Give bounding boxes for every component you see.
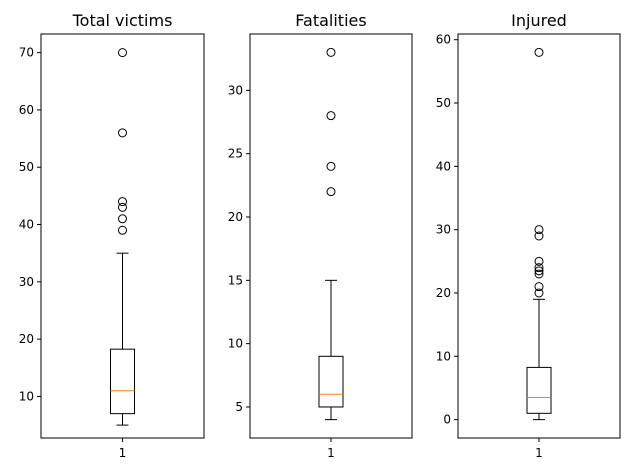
y-tick-label: 25	[228, 147, 243, 161]
y-tick-label: 40	[436, 159, 451, 173]
outlier-point	[534, 282, 544, 292]
panel-2: Fatalities 5 10 15 20 25 30 1	[228, 11, 413, 460]
iqr-box	[318, 355, 344, 408]
axes-frame	[40, 33, 205, 439]
outlier-point	[326, 161, 336, 171]
outlier-point	[534, 231, 544, 241]
axes-frame	[457, 33, 621, 439]
outlier-point	[534, 288, 544, 298]
outlier-point	[534, 225, 544, 235]
y-tick-label: 60	[19, 103, 34, 117]
y-tick-label: 10	[436, 349, 451, 363]
outlier-point	[118, 48, 127, 58]
panel-1: Total victims 10 20 30 40 50 60 70 1	[19, 11, 205, 460]
y-tick-label: 10	[19, 389, 34, 403]
y-tick-label: 5	[235, 400, 243, 414]
y-tick-label: 20	[436, 286, 451, 300]
y-tick-label: 10	[228, 337, 243, 351]
y-tick-label: 30	[436, 223, 451, 237]
y-tick-label: 60	[436, 33, 451, 47]
y-tick-label: 30	[19, 275, 34, 289]
y-tick-label: 0	[443, 413, 451, 427]
x-tick-label: 1	[535, 446, 543, 460]
outlier-point	[118, 128, 127, 138]
outlier-point	[118, 214, 127, 224]
panel-title: Fatalities	[295, 11, 366, 30]
outlier-point	[326, 47, 336, 57]
outlier-point	[534, 256, 544, 266]
y-tick-label: 50	[436, 96, 451, 110]
y-tick-label: 15	[228, 273, 243, 287]
outlier-point	[118, 202, 127, 212]
x-tick-label: 1	[327, 446, 335, 460]
panel-3: Injured 0 10 20 30 40 50 60 1	[436, 11, 621, 460]
outlier-point	[118, 197, 127, 207]
panel-title: Total victims	[72, 11, 173, 30]
outlier-point	[326, 111, 336, 121]
y-tick-label: 20	[228, 210, 243, 224]
outlier-point	[534, 47, 544, 57]
outlier-point	[534, 263, 544, 273]
y-tick-label: 70	[19, 46, 34, 60]
axes-frame	[249, 33, 413, 439]
y-tick-label: 20	[19, 332, 34, 346]
x-tick-label: 1	[119, 446, 127, 460]
outlier-point	[326, 187, 336, 197]
outlier-point	[534, 266, 544, 276]
y-tick-label: 30	[228, 83, 243, 97]
y-tick-label: 40	[19, 218, 34, 232]
iqr-box	[110, 348, 135, 415]
outlier-point	[534, 269, 544, 279]
panel-title: Injured	[511, 11, 567, 30]
iqr-box	[526, 366, 552, 414]
y-tick-label: 50	[19, 160, 34, 174]
outlier-point	[118, 225, 127, 235]
